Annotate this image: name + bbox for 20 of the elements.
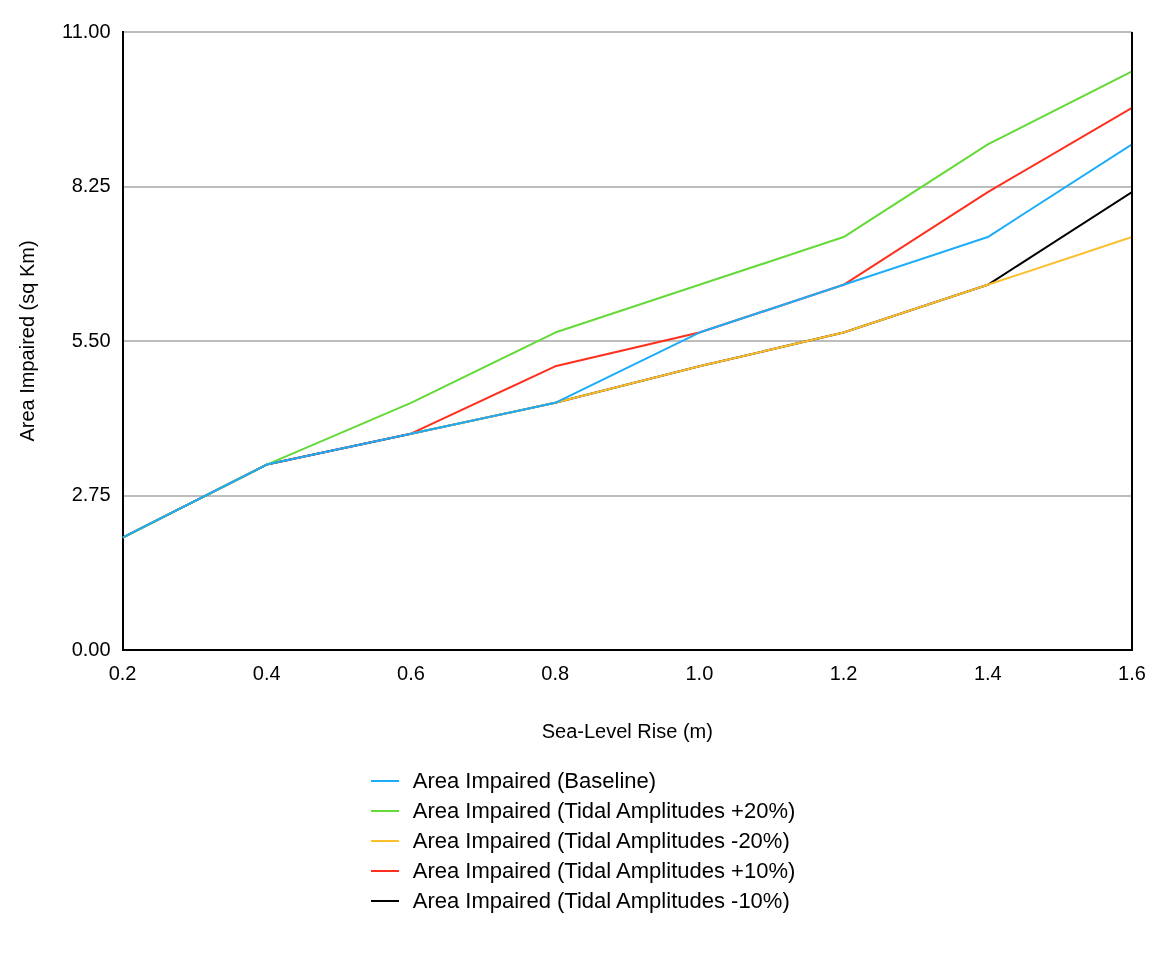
- x-tick-label: 0.2: [108, 661, 137, 684]
- y-tick-label: 2.75: [71, 483, 111, 506]
- x-tick-label: 1.0: [685, 661, 714, 684]
- legend-label: Area Impaired (Tidal Amplitudes -20%): [412, 828, 790, 854]
- y-tick-label: 11.00: [61, 19, 111, 42]
- x-tick-label: 0.8: [541, 661, 570, 684]
- y-tick-label: 8.25: [71, 174, 111, 197]
- x-tick-label: 0.4: [252, 661, 281, 684]
- x-axis-title: Sea-Level Rise (m): [541, 719, 713, 742]
- legend-label: Area Impaired (Tidal Amplitudes +10%): [412, 858, 796, 884]
- x-tick-label: 1.4: [973, 661, 1002, 684]
- legend-label: Area Impaired (Tidal Amplitudes -10%): [412, 888, 790, 914]
- y-tick-label: 5.50: [71, 328, 111, 351]
- x-tick-label: 1.6: [1118, 661, 1146, 684]
- y-tick-label: 0.00: [71, 637, 111, 660]
- x-tick-label: 1.2: [829, 661, 858, 684]
- legend-label: Area Impaired (Tidal Amplitudes +20%): [412, 798, 796, 824]
- x-tick-label: 0.6: [397, 661, 425, 684]
- legend-label: Area Impaired (Baseline): [412, 768, 657, 794]
- y-axis-title: Area Impaired (sq Km): [15, 240, 38, 442]
